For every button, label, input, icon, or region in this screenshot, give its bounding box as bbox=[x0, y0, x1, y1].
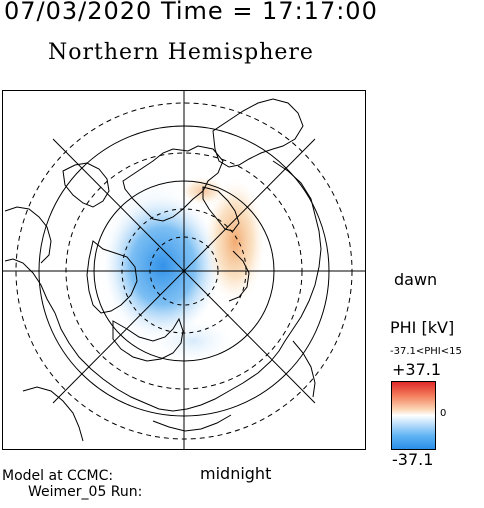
colorbar-zero-label: 0 bbox=[440, 408, 447, 419]
polar-map bbox=[3, 91, 365, 449]
colorbar-range-text: -37.1<PHI<15 bbox=[390, 346, 462, 357]
model-label: Model at CCMC: bbox=[2, 468, 114, 484]
negative-potential-cell bbox=[105, 196, 221, 336]
polar-map-frame bbox=[2, 90, 366, 450]
colorbar-title: PHI [kV] bbox=[390, 318, 455, 337]
colorbar bbox=[391, 381, 436, 450]
run-label: Weimer_05 Run: bbox=[28, 484, 143, 500]
date-time-header: 07/03/2020 Time = 17:17:00 bbox=[4, 0, 378, 25]
midnight-label: midnight bbox=[200, 464, 272, 483]
dawn-label: dawn bbox=[394, 270, 438, 289]
coastlines bbox=[4, 98, 322, 442]
colorbar-max-label: +37.1 bbox=[392, 360, 442, 379]
colorbar-min-label: -37.1 bbox=[392, 450, 434, 469]
map-title: Northern Hemisphere bbox=[48, 40, 314, 65]
